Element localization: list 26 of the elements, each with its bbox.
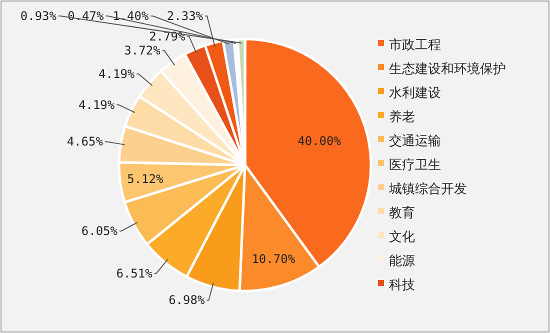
legend-label: 养老: [389, 109, 415, 124]
data-label: 5.12%: [127, 172, 164, 186]
legend-label: 文化: [389, 229, 415, 244]
legend-label: 城镇综合开发: [388, 181, 467, 196]
data-label: 6.05%: [81, 224, 118, 238]
data-label: 4.65%: [66, 134, 104, 149]
legend-label: 生态建设和环境保护: [389, 61, 506, 76]
data-label: 0.93%: [20, 9, 58, 23]
data-label: 4.19%: [98, 66, 136, 81]
legend-label: 市政工程: [389, 37, 441, 52]
data-label: 2.33%: [166, 9, 204, 23]
legend-label: 医疗卫生: [389, 157, 441, 172]
data-label: 6.98%: [168, 293, 206, 308]
data-label: 40.00%: [298, 134, 342, 148]
legend-label: 水利建设: [389, 85, 441, 100]
legend-label: 能源: [389, 253, 415, 268]
data-label: 0.47%: [68, 9, 105, 23]
data-label: 3.72%: [124, 44, 162, 58]
data-label: 4.19%: [78, 98, 116, 112]
data-label: 2.79%: [149, 30, 186, 44]
legend-label: 教育: [389, 205, 415, 220]
data-label: 10.70%: [252, 252, 296, 266]
data-label: 6.51%: [116, 266, 154, 280]
legend-label: 科技: [389, 277, 415, 292]
legend-label: 交通运输: [389, 133, 441, 148]
data-label: 1.40%: [112, 9, 150, 23]
